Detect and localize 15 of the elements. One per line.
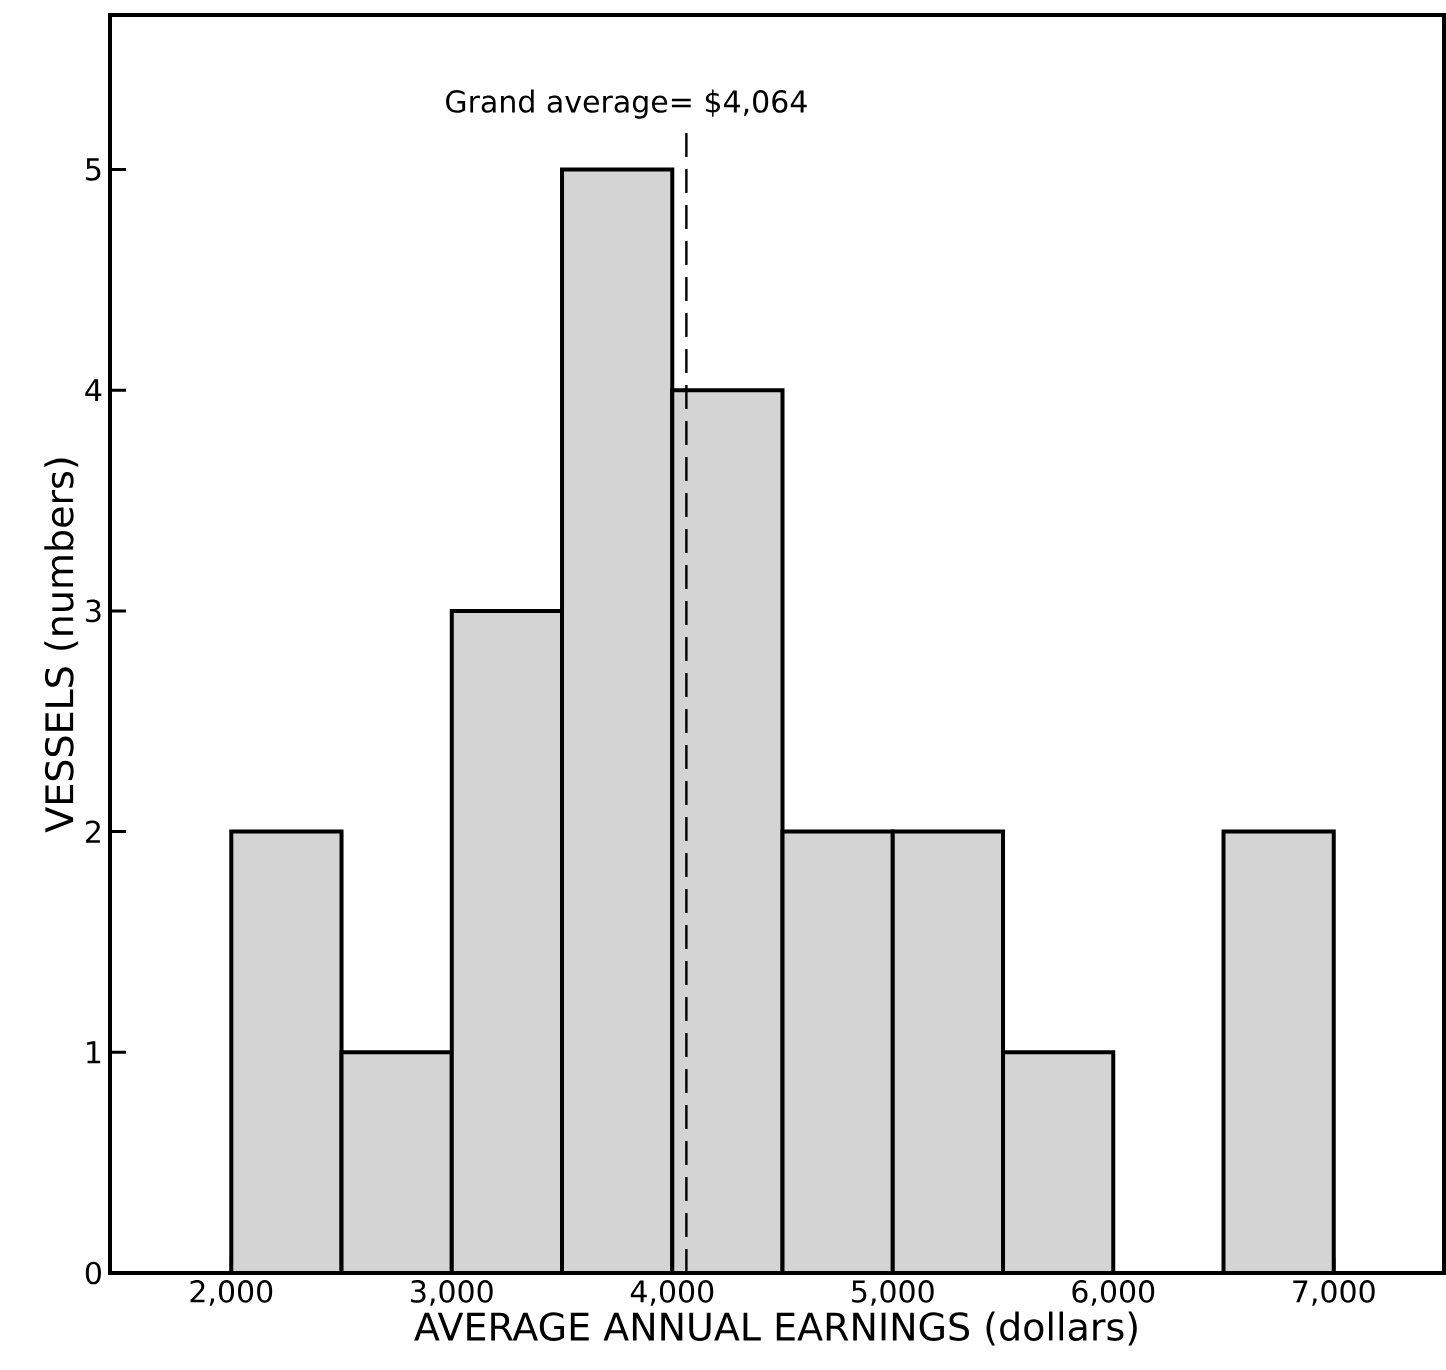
y-tick-label: 2 — [86, 820, 100, 843]
y-axis-title: VESSELS (numbers) — [44, 458, 79, 833]
y-tick-label: 5 — [86, 158, 101, 181]
x-tick-label: 3,000 — [411, 1280, 493, 1306]
x-tick-label: 4,000 — [630, 1280, 714, 1306]
y-tick-label: 1 — [87, 1041, 101, 1064]
x-tick-label: 6,000 — [1072, 1280, 1155, 1306]
x-tick-label: 5,000 — [852, 1280, 934, 1306]
x-tick-label: 7,000 — [1293, 1280, 1375, 1306]
x-tick-label: 2,000 — [190, 1280, 273, 1306]
y-tick-label: 3 — [86, 599, 101, 623]
ref-line-label: Grand average= $4,064 — [446, 89, 807, 119]
y-tick-label: 4 — [85, 379, 102, 402]
y-tick-label: 0 — [85, 1261, 101, 1285]
x-axis-title: AVERAGE ANNUAL EARNINGS (dollars) — [414, 1311, 1137, 1346]
